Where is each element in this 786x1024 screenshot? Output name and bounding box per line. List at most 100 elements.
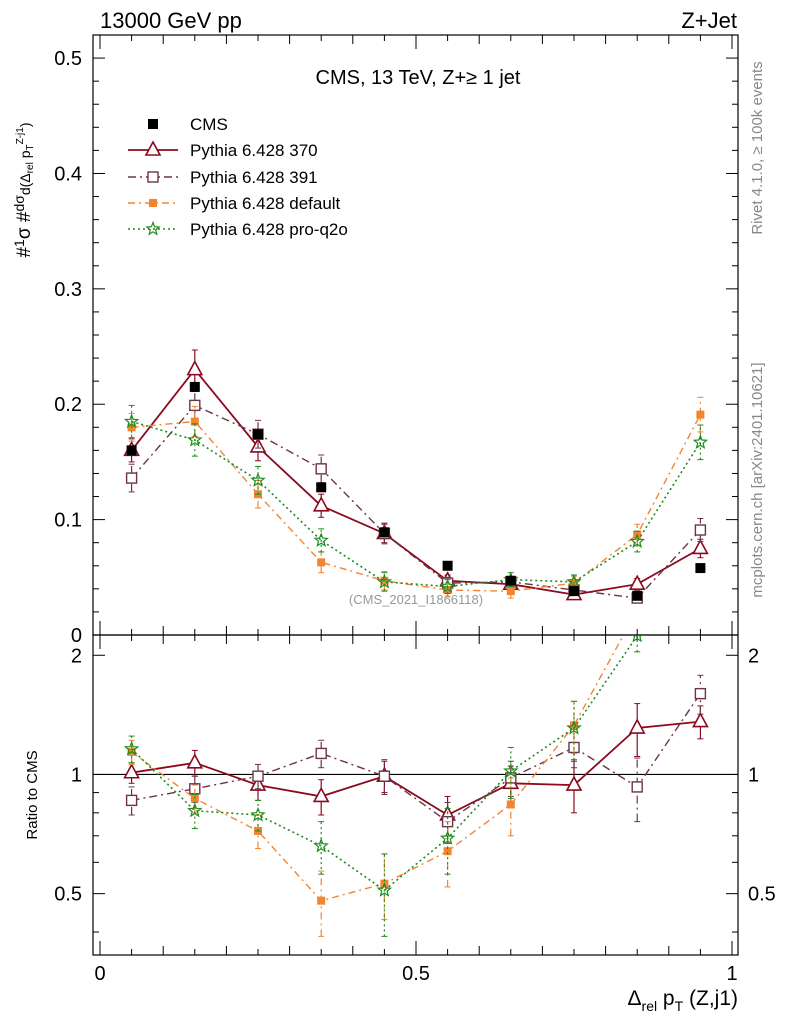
pythia-391-ratio-series bbox=[125, 674, 707, 844]
pythia-default-ratio-point bbox=[443, 847, 452, 856]
rivet-label: Rivet 4.1.0, ≥ 100k events bbox=[749, 61, 766, 234]
pythia-default-series bbox=[127, 396, 705, 599]
pythia-default-point bbox=[190, 417, 199, 426]
pythia-370-ratio-series bbox=[123, 703, 709, 837]
legend: CMS Pythia 6.428 370 Pythia 6.428 391 Pythi… bbox=[128, 115, 348, 239]
top-series-layer bbox=[123, 349, 709, 604]
pythia-391-ratio-point bbox=[125, 794, 138, 807]
ratio-y-tick-label: 0.5 bbox=[54, 884, 82, 906]
x-tick-labels: 0 0.5 1 bbox=[94, 963, 737, 985]
pythia-pro-q2o-ratio-point bbox=[123, 740, 140, 756]
pythia-391-ratio-point bbox=[631, 781, 643, 793]
process-label: Z+Jet bbox=[681, 8, 737, 33]
pythia-370-point bbox=[628, 574, 646, 591]
pythia-default-ratio-point bbox=[570, 721, 578, 730]
y-tick-label: 0 bbox=[71, 625, 82, 647]
legend-pythia-pro-q2o-marker bbox=[145, 220, 161, 236]
cms-data-point bbox=[569, 586, 579, 597]
mcplots-label: mcplots.cern.ch [arXiv:2401.10621] bbox=[749, 362, 766, 597]
pythia-391-ratio-point bbox=[315, 747, 327, 760]
x-tick-label: 0.5 bbox=[402, 963, 430, 985]
pythia-pro-q2o-ratio-point bbox=[187, 802, 203, 818]
cms-data-point bbox=[253, 429, 263, 440]
cms-data-point bbox=[442, 560, 453, 571]
pythia-370-ratio-line bbox=[131, 720, 701, 817]
energy-label: 13000 GeV pp bbox=[100, 8, 242, 33]
chart-title: CMS, 13 TeV, Z+≥ 1 jet bbox=[316, 67, 521, 89]
pythia-370-ratio-point bbox=[186, 753, 204, 769]
x-tick-label: 0 bbox=[94, 963, 105, 985]
cms-data-point bbox=[316, 482, 327, 493]
ratio-y-axis-label: Ratio to CMS bbox=[24, 750, 41, 839]
cms-data-point bbox=[695, 563, 706, 574]
pythia-pro-q2o-point bbox=[566, 573, 582, 589]
x-tick-label: 1 bbox=[726, 963, 737, 985]
pythia-pro-q2o-ratio-series bbox=[123, 585, 706, 937]
ratio-y-tick-label: 1 bbox=[71, 764, 82, 786]
legend-pythia-391-label: Pythia 6.428 391 bbox=[190, 168, 318, 187]
pythia-default-point bbox=[506, 587, 515, 596]
svg-text:#1σ #dσd(Δrel pTZ-j1): #1σ #dσd(Δrel pTZ-j1) bbox=[11, 122, 36, 257]
pythia-pro-q2o-ratio-point bbox=[694, 585, 706, 597]
cms-data-point bbox=[189, 381, 200, 392]
pythia-370-line bbox=[130, 368, 701, 596]
pythia-391-series bbox=[125, 391, 707, 604]
pythia-default-point bbox=[696, 410, 705, 419]
pythia-370-ratio-point bbox=[123, 763, 140, 779]
pythia-pro-q2o-point bbox=[376, 573, 393, 589]
pythia-370-ratio-point bbox=[628, 718, 646, 734]
pythia-pro-q2o-series bbox=[123, 404, 709, 594]
pythia-pro-q2o-point bbox=[123, 413, 140, 429]
pythia-pro-q2o-point bbox=[629, 533, 645, 549]
pythia-391-ratio-point bbox=[378, 770, 391, 782]
pythia-pro-q2o-ratio-point bbox=[566, 719, 582, 735]
pythia-391-ratio-point bbox=[694, 687, 707, 700]
pythia-default-ratio-point bbox=[317, 896, 326, 905]
ratio-y-tick-label-right: 0.5 bbox=[748, 884, 776, 906]
legend-pythia-391-marker bbox=[147, 171, 159, 183]
analysis-watermark: (CMS_2021_I1866118) bbox=[349, 592, 483, 607]
pythia-pro-q2o-ratio-point bbox=[503, 762, 519, 778]
pythia-pro-q2o-ratio-point bbox=[313, 837, 329, 853]
pythia-default-point bbox=[317, 558, 326, 567]
pythia-pro-q2o-ratio-point bbox=[376, 882, 393, 897]
pythia-370-series bbox=[123, 349, 709, 601]
ratio-y-tick-label-right: 1 bbox=[748, 764, 759, 786]
pythia-370-ratio-point bbox=[692, 711, 709, 728]
pythia-pro-q2o-ratio-point bbox=[631, 635, 643, 643]
cms-data-point bbox=[505, 575, 516, 586]
pythia-391-line bbox=[131, 404, 701, 599]
top-axis-ticks bbox=[93, 35, 738, 636]
legend-cms-label: CMS bbox=[190, 115, 228, 134]
legend-cms-marker bbox=[148, 119, 158, 129]
pythia-370-point bbox=[186, 359, 204, 376]
pythia-pro-q2o-ratio-point bbox=[439, 830, 456, 845]
y-tick-label: 0.3 bbox=[54, 279, 82, 301]
pythia-391-point bbox=[315, 463, 327, 475]
pythia-370-point bbox=[312, 496, 330, 512]
y-tick-label: 0.4 bbox=[54, 163, 82, 185]
pythia-370-ratio-point bbox=[565, 775, 583, 791]
y-tick-label: 0.2 bbox=[54, 394, 82, 416]
pythia-370-point bbox=[692, 538, 709, 555]
pythia-391-ratio-line bbox=[131, 693, 701, 823]
pythia-pro-q2o-ratio-point bbox=[250, 806, 266, 822]
pythia-default-ratio-point bbox=[506, 800, 515, 809]
y-tick-label: 0.1 bbox=[54, 510, 82, 532]
pythia-370-ratio-point bbox=[312, 786, 330, 803]
y-tick-label: 0.5 bbox=[54, 48, 82, 70]
pythia-default-ratio-point bbox=[633, 606, 641, 614]
pythia-pro-q2o-point bbox=[439, 578, 456, 594]
legend-pythia-pro-q2o-label: Pythia 6.428 pro-q2o bbox=[190, 220, 348, 239]
legend-pythia-370-label: Pythia 6.428 370 bbox=[190, 141, 318, 160]
pythia-391-point bbox=[694, 524, 707, 536]
ratio-series-layer bbox=[123, 585, 709, 937]
ratio-y-tick-label-right: 2 bbox=[748, 645, 759, 667]
top-y-tick-labels: 0 0.1 0.2 0.3 0.4 0.5 bbox=[54, 48, 82, 647]
ratio-y-tick-labels: 0.5 0.5 1 1 2 2 bbox=[54, 645, 776, 905]
pythia-pro-q2o-point bbox=[692, 434, 709, 449]
legend-pythia-default-label: Pythia 6.428 default bbox=[190, 194, 341, 213]
pythia-default-line bbox=[131, 414, 702, 592]
cms-data-point bbox=[632, 590, 643, 601]
